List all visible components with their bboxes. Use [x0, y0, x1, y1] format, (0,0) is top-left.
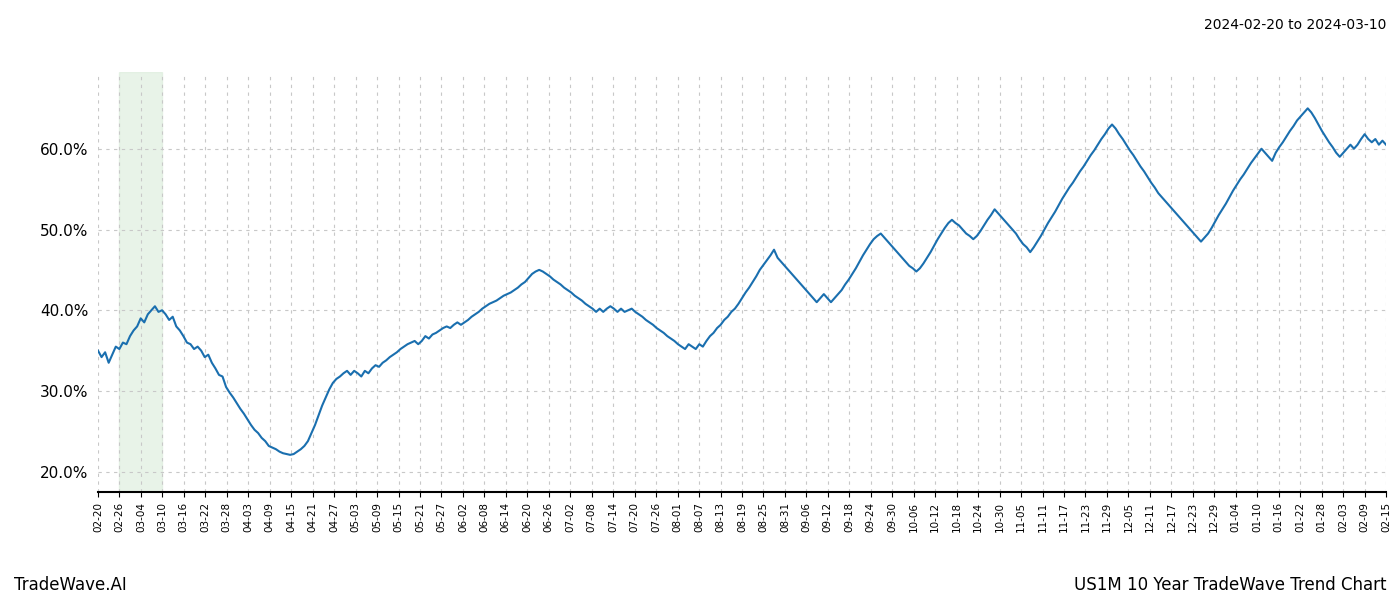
- Bar: [119, 72, 162, 492]
- Text: 2024-02-20 to 2024-03-10: 2024-02-20 to 2024-03-10: [1204, 18, 1386, 32]
- Text: US1M 10 Year TradeWave Trend Chart: US1M 10 Year TradeWave Trend Chart: [1074, 576, 1386, 594]
- Text: TradeWave.AI: TradeWave.AI: [14, 576, 127, 594]
